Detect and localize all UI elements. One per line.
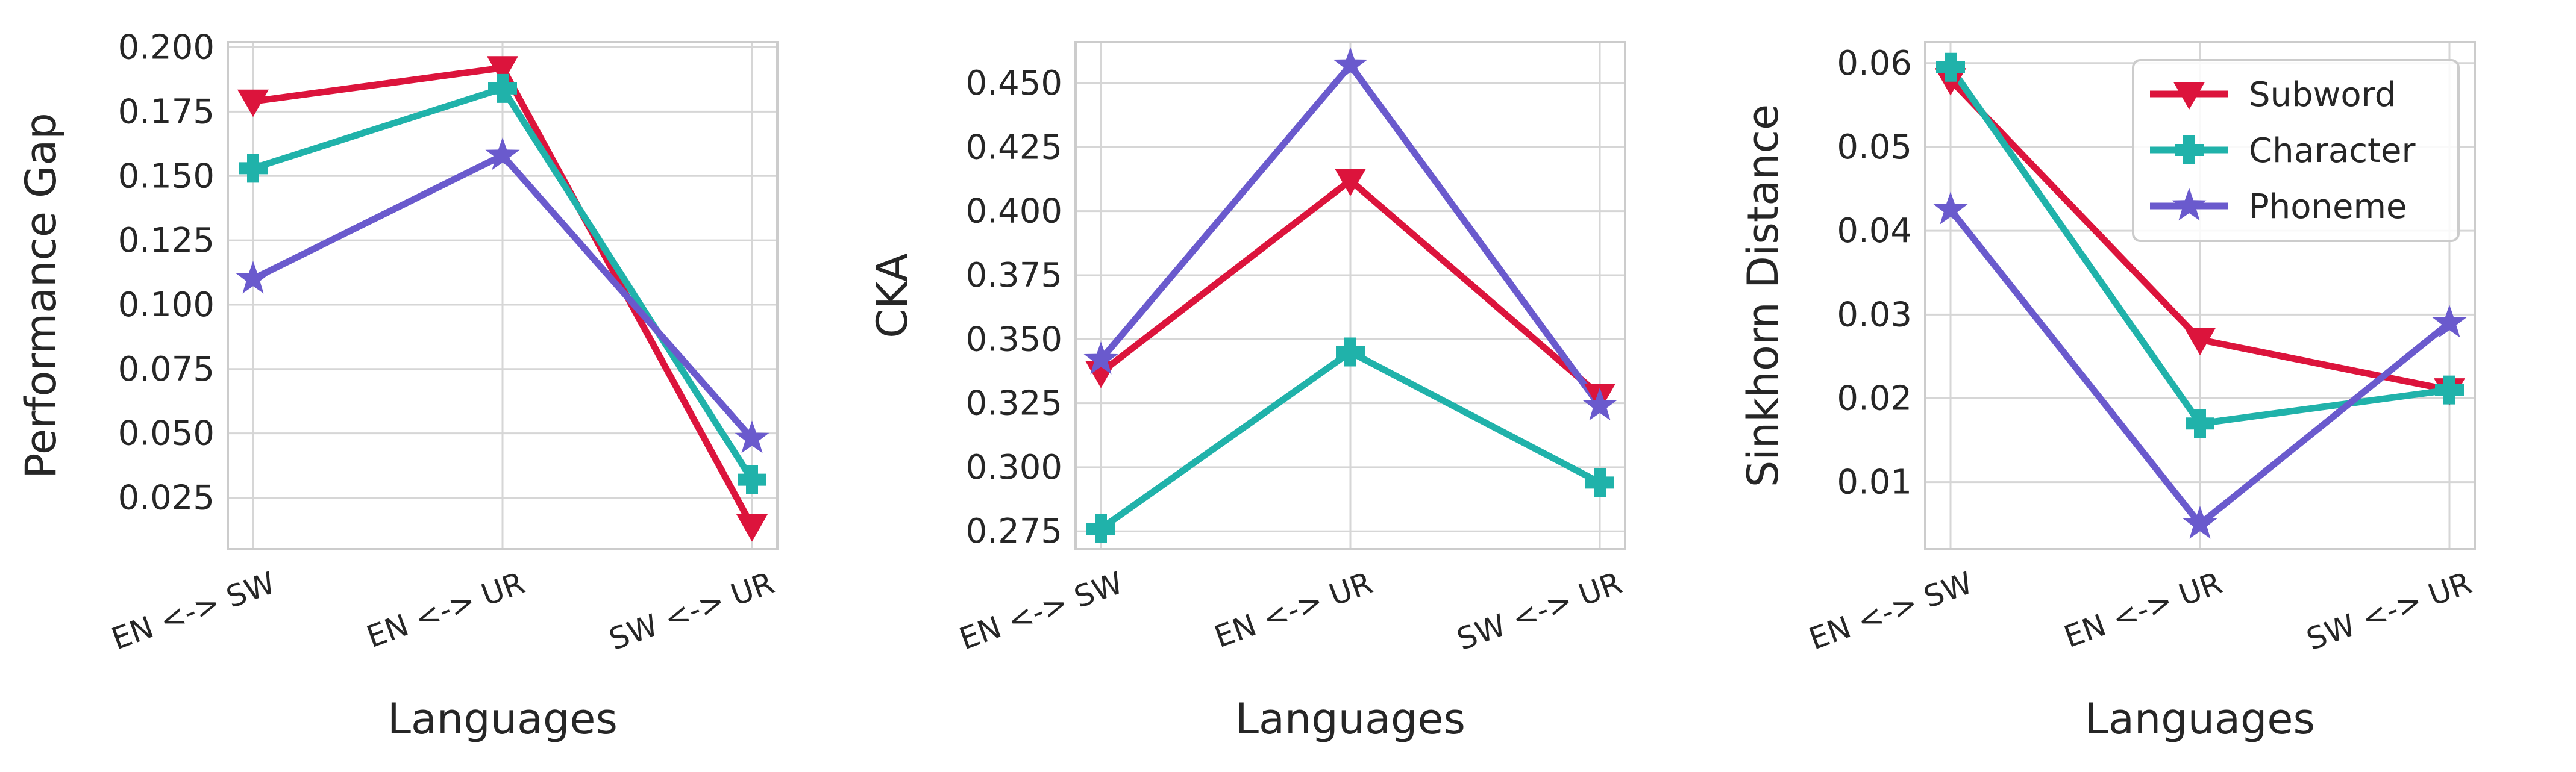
y-tick-label: 0.02 xyxy=(1837,379,1912,418)
subplot-cka: 0.275 0.300 0.325 0.350 0.375 0.400 0.425 0.450… xyxy=(868,41,1626,744)
data-point-character xyxy=(1936,52,1965,82)
subplot-performance-gap: 0.025 0.050 0.075 0.100 0.125 0.150 0.175 0.200… xyxy=(16,28,779,744)
y-tick-label: 0.400 xyxy=(966,192,1062,231)
data-point-phoneme xyxy=(485,137,520,170)
data-point-subword xyxy=(1935,68,1966,96)
plot-frame xyxy=(1074,41,1626,550)
plot-frame xyxy=(227,41,779,550)
data-point-phoneme xyxy=(2183,506,2217,539)
legend-marker xyxy=(2175,135,2204,164)
y-tick-label: 0.100 xyxy=(118,285,215,325)
legend-marker xyxy=(2173,82,2205,110)
y-tick-label: 0.425 xyxy=(966,128,1062,167)
data-point-phoneme xyxy=(1933,191,1968,225)
y-tick-label: 0.300 xyxy=(966,448,1062,487)
data-point-phoneme xyxy=(1582,387,1617,421)
y-tick-label: 0.325 xyxy=(966,384,1062,423)
y-axis-title: CKA xyxy=(868,253,917,338)
x-axis-title: Languages xyxy=(2085,694,2315,744)
legend-label: Phoneme xyxy=(2249,187,2407,226)
legend-label: Character xyxy=(2249,131,2416,170)
data-point-phoneme xyxy=(1333,47,1368,80)
data-point-phoneme xyxy=(1083,341,1118,375)
data-point-character xyxy=(1336,337,1365,367)
x-tick-label: EN <-> SW xyxy=(107,565,280,657)
data-point-subword xyxy=(1335,169,1366,196)
x-tick-label: SW <-> UR xyxy=(2302,565,2476,657)
x-tick-label: SW <-> UR xyxy=(1452,565,1626,657)
x-tick-label: EN <-> UR xyxy=(362,565,529,655)
legend-marker xyxy=(2172,188,2207,221)
data-point-character xyxy=(738,465,766,494)
x-tick-label: EN <-> UR xyxy=(1210,565,1377,655)
data-point-phoneme xyxy=(236,261,271,294)
y-axis-title: Sinkhorn Distance xyxy=(1738,104,1788,487)
data-point-character xyxy=(1086,514,1115,543)
data-point-character xyxy=(488,73,517,103)
y-tick-label: 0.04 xyxy=(1837,211,1912,251)
data-point-character xyxy=(2435,375,2464,405)
x-tick-label: EN <-> SW xyxy=(1805,565,1978,657)
y-tick-label: 0.075 xyxy=(118,350,215,389)
x-tick-label: EN <-> SW xyxy=(955,565,1128,657)
y-tick-label: 0.275 xyxy=(966,512,1062,551)
data-point-subword xyxy=(487,56,518,84)
data-point-character xyxy=(239,154,268,183)
y-tick-label: 0.01 xyxy=(1837,463,1912,502)
y-axis-title: Performance Gap xyxy=(16,113,66,478)
x-tick-label: EN <-> UR xyxy=(2060,565,2227,655)
y-tick-label: 0.050 xyxy=(118,414,215,453)
y-tick-label: 0.375 xyxy=(966,256,1062,295)
y-tick-label: 0.025 xyxy=(118,479,215,518)
plot-frame xyxy=(1924,41,2476,550)
x-axis-title: Languages xyxy=(1235,694,1465,744)
data-point-subword xyxy=(237,89,269,117)
legend-box xyxy=(2132,59,2460,242)
data-point-subword xyxy=(2184,328,2216,356)
y-tick-label: 0.125 xyxy=(118,221,215,260)
y-tick-label: 0.150 xyxy=(118,157,215,196)
legend: Subword Character Phoneme xyxy=(2132,59,2460,242)
data-point-character xyxy=(1585,468,1614,497)
y-tick-label: 0.450 xyxy=(966,64,1062,103)
data-point-subword xyxy=(736,514,768,542)
y-tick-label: 0.03 xyxy=(1837,295,1912,334)
y-tick-label: 0.350 xyxy=(966,320,1062,359)
data-point-phoneme xyxy=(735,420,769,453)
legend-label: Subword xyxy=(2249,75,2396,114)
x-tick-label: SW <-> UR xyxy=(604,565,779,657)
x-axis-title: Languages xyxy=(387,694,618,744)
y-tick-label: 0.200 xyxy=(118,28,215,67)
data-point-character xyxy=(2186,409,2214,438)
y-tick-label: 0.06 xyxy=(1837,44,1912,83)
y-tick-label: 0.175 xyxy=(118,92,215,131)
y-tick-label: 0.05 xyxy=(1837,128,1912,167)
data-point-phoneme xyxy=(2432,305,2467,338)
